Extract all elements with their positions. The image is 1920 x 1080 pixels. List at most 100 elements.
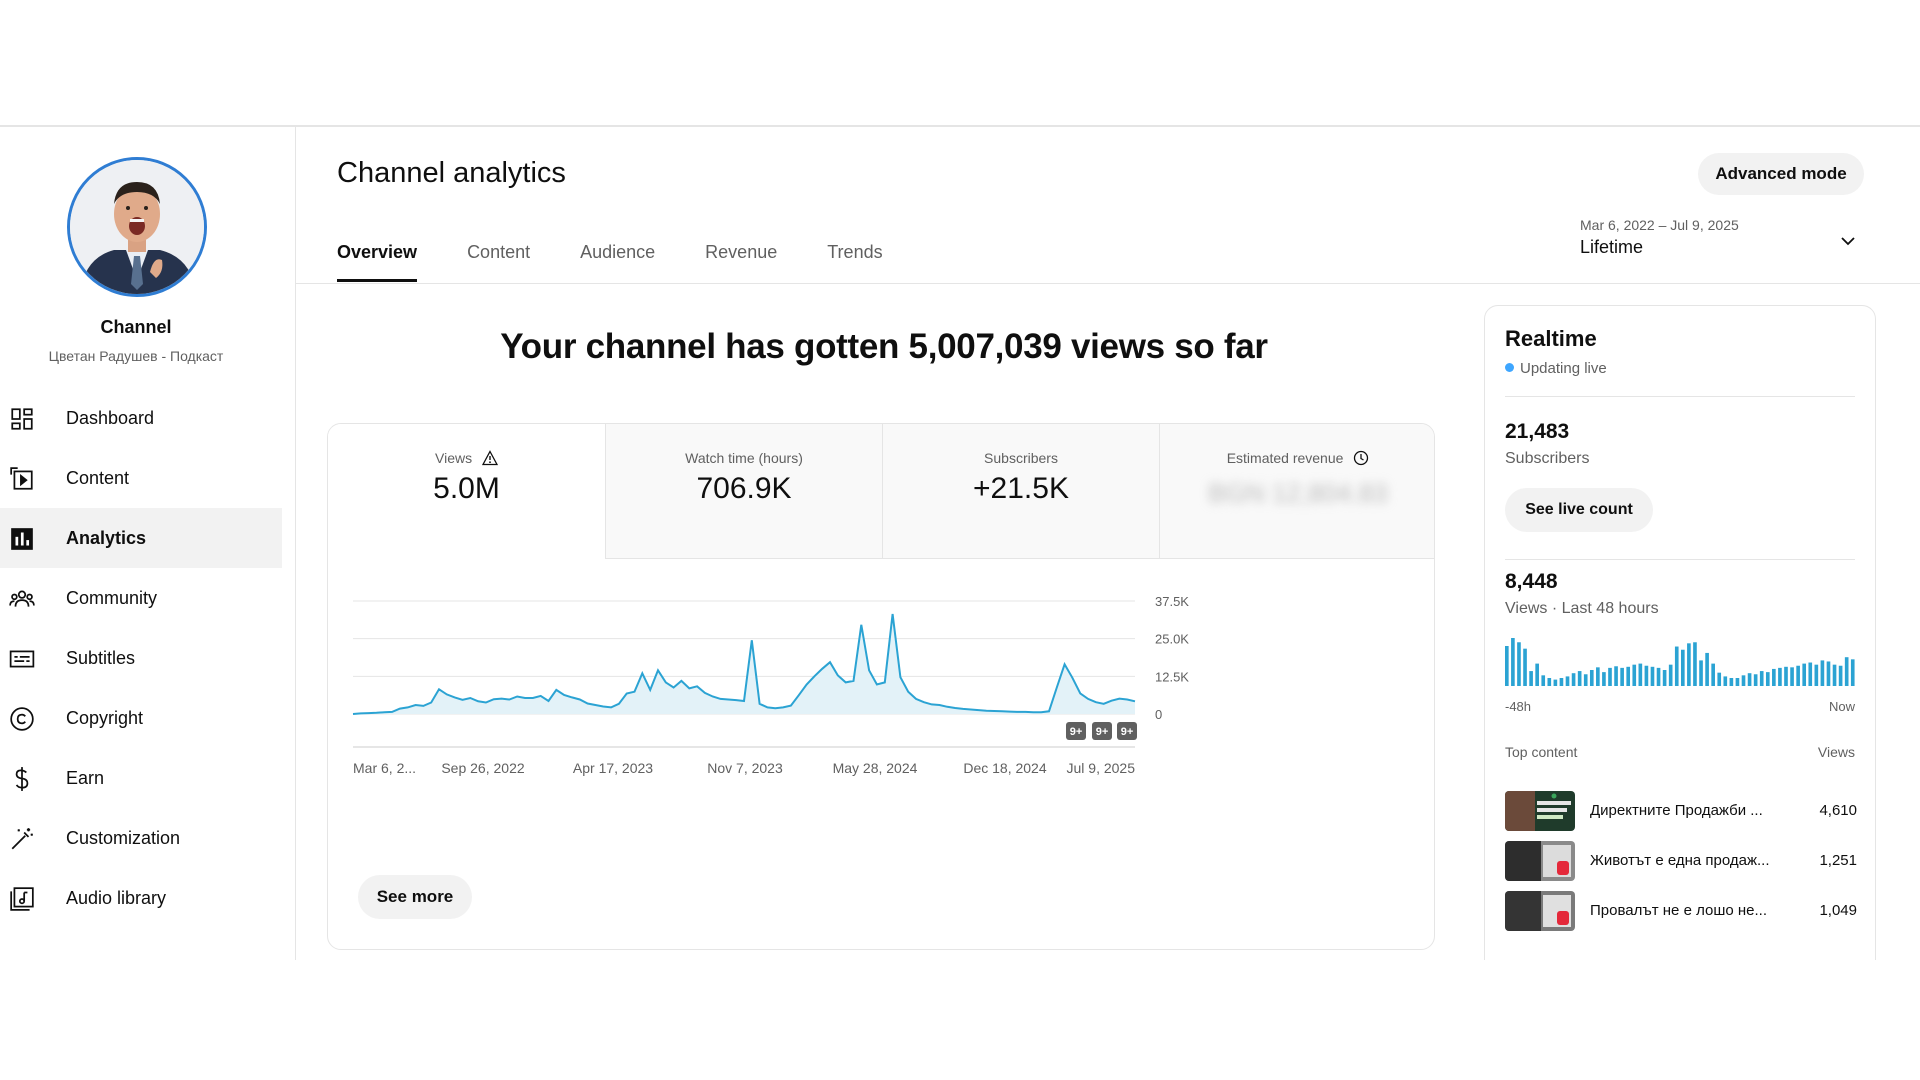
realtime-bar[interactable] bbox=[1541, 675, 1546, 686]
realtime-bar[interactable] bbox=[1650, 666, 1655, 686]
realtime-bar[interactable] bbox=[1632, 664, 1637, 686]
realtime-bar[interactable] bbox=[1626, 666, 1631, 686]
realtime-bar[interactable] bbox=[1826, 661, 1831, 686]
tab-trends[interactable]: Trends bbox=[827, 242, 883, 262]
realtime-bar-chart[interactable] bbox=[1505, 638, 1857, 686]
sidebar-item-audio-library[interactable]: Audio library bbox=[0, 868, 282, 928]
sidebar-item-content[interactable]: Content bbox=[0, 448, 282, 508]
realtime-bar[interactable] bbox=[1711, 663, 1715, 686]
realtime-bar[interactable] bbox=[1844, 657, 1849, 686]
sidebar-item-label: Customization bbox=[66, 827, 181, 848]
realtime-bar[interactable] bbox=[1547, 678, 1552, 686]
svg-text:9+: 9+ bbox=[1070, 726, 1083, 738]
clock-icon[interactable] bbox=[1353, 450, 1369, 466]
top-content-title: Провалът не е лошо не... bbox=[1590, 902, 1768, 919]
realtime-bar[interactable] bbox=[1662, 670, 1667, 686]
realtime-bar[interactable] bbox=[1553, 679, 1558, 686]
date-range-label[interactable]: Lifetime bbox=[1580, 237, 1644, 257]
sidebar-item-earn[interactable]: Earn bbox=[0, 748, 282, 808]
realtime-bar[interactable] bbox=[1589, 670, 1594, 686]
realtime-bar[interactable] bbox=[1644, 665, 1649, 686]
realtime-bar[interactable] bbox=[1517, 642, 1521, 686]
realtime-bar[interactable] bbox=[1784, 666, 1788, 686]
realtime-bar[interactable] bbox=[1674, 646, 1679, 686]
realtime-bar[interactable] bbox=[1705, 652, 1709, 686]
chart-badges[interactable]: 9+ 9+ 9+ bbox=[1066, 722, 1137, 740]
date-range-text[interactable]: Mar 6, 2022 – Jul 9, 2025 bbox=[1580, 217, 1739, 233]
realtime-bar[interactable] bbox=[1535, 663, 1539, 686]
realtime-bar[interactable] bbox=[1808, 662, 1813, 686]
annotation-badge[interactable]: 9+ bbox=[1117, 722, 1137, 740]
realtime-bar[interactable] bbox=[1850, 659, 1855, 686]
realtime-bar[interactable] bbox=[1681, 649, 1685, 686]
realtime-bar[interactable] bbox=[1505, 646, 1509, 686]
realtime-bar[interactable] bbox=[1583, 674, 1588, 686]
sidebar-item-subtitles[interactable]: Subtitles bbox=[0, 628, 282, 688]
realtime-bar[interactable] bbox=[1638, 663, 1643, 686]
sidebar-item-customization[interactable]: Customization bbox=[0, 808, 282, 868]
realtime-bar[interactable] bbox=[1687, 643, 1691, 686]
realtime-bar[interactable] bbox=[1765, 672, 1770, 686]
realtime-bar[interactable] bbox=[1620, 667, 1624, 686]
realtime-bar[interactable] bbox=[1778, 667, 1782, 686]
realtime-bar[interactable] bbox=[1608, 667, 1612, 686]
annotation-badge[interactable]: 9+ bbox=[1066, 722, 1086, 740]
metric-views[interactable]: Views 5.0M bbox=[328, 424, 605, 559]
sidebar-item-analytics[interactable]: Analytics bbox=[0, 508, 282, 568]
sidebar-item-community[interactable]: Community bbox=[0, 568, 282, 628]
realtime-bar[interactable] bbox=[1802, 663, 1807, 686]
realtime-bar[interactable] bbox=[1772, 668, 1776, 686]
chevron-down-icon[interactable] bbox=[1838, 231, 1858, 251]
realtime-bar[interactable] bbox=[1529, 671, 1533, 686]
short-thumbnail bbox=[1505, 891, 1575, 931]
realtime-bar[interactable] bbox=[1699, 660, 1703, 686]
see-more-button[interactable]: See more bbox=[358, 875, 472, 919]
tab-revenue[interactable]: Revenue bbox=[705, 242, 778, 262]
warning-icon[interactable] bbox=[481, 450, 498, 466]
tab-overview[interactable]: Overview bbox=[337, 242, 418, 282]
metric-estimated-revenue[interactable]: Estimated revenue BGN 12,804.83 bbox=[1159, 424, 1434, 559]
see-live-count-button[interactable]: See live count bbox=[1505, 488, 1653, 532]
sidebar-item-dashboard[interactable]: Dashboard bbox=[0, 388, 282, 448]
realtime-bar[interactable] bbox=[1820, 660, 1825, 686]
realtime-bar[interactable] bbox=[1832, 664, 1837, 686]
chart-series-line bbox=[352, 613, 1136, 715]
realtime-bar[interactable] bbox=[1814, 664, 1819, 686]
realtime-bar[interactable] bbox=[1565, 676, 1570, 686]
realtime-bar[interactable] bbox=[1559, 678, 1564, 686]
channel-avatar[interactable] bbox=[67, 157, 207, 297]
realtime-bar[interactable] bbox=[1796, 665, 1800, 686]
realtime-bar[interactable] bbox=[1571, 673, 1576, 686]
tab-audience[interactable]: Audience bbox=[580, 242, 656, 262]
realtime-bar[interactable] bbox=[1747, 673, 1752, 686]
realtime-bar[interactable] bbox=[1838, 665, 1843, 686]
views-line-chart[interactable]: 37.5K 25.0K 12.5K 0 Mar 6, 2... Sep 26, 2022… bbox=[328, 559, 1435, 859]
advanced-mode-button[interactable]: Advanced mode bbox=[1698, 153, 1864, 195]
annotation-badge[interactable]: 9+ bbox=[1092, 722, 1112, 740]
metric-subscribers[interactable]: Subscribers +21.5K bbox=[882, 424, 1159, 559]
realtime-bar[interactable] bbox=[1759, 671, 1764, 686]
metric-tabs: Views 5.0M Watch time (hours) 706.9K Sub… bbox=[328, 424, 1434, 559]
metric-watch-time[interactable]: Watch time (hours) 706.9K bbox=[605, 424, 882, 559]
realtime-bar[interactable] bbox=[1656, 667, 1661, 686]
realtime-bar[interactable] bbox=[1753, 674, 1758, 686]
realtime-bar[interactable] bbox=[1511, 638, 1515, 686]
realtime-bar[interactable] bbox=[1717, 672, 1722, 686]
sidebar-item-copyright[interactable]: Copyright bbox=[0, 688, 282, 748]
top-content-item[interactable]: Директните Продажби ... 4,610 bbox=[1505, 791, 1857, 833]
realtime-bar[interactable] bbox=[1790, 667, 1794, 686]
realtime-bar[interactable] bbox=[1614, 666, 1618, 686]
realtime-bar[interactable] bbox=[1523, 648, 1527, 686]
realtime-bar[interactable] bbox=[1729, 678, 1734, 686]
realtime-bar[interactable] bbox=[1693, 642, 1697, 686]
top-content-item[interactable]: Животът е една продаж... 1,251 bbox=[1505, 841, 1857, 883]
realtime-bar[interactable] bbox=[1735, 678, 1740, 686]
realtime-bar[interactable] bbox=[1602, 672, 1606, 686]
realtime-bar[interactable] bbox=[1741, 675, 1746, 686]
tab-content[interactable]: Content bbox=[467, 242, 531, 262]
realtime-bar[interactable] bbox=[1668, 664, 1673, 686]
realtime-bar[interactable] bbox=[1596, 667, 1600, 686]
realtime-bar[interactable] bbox=[1577, 671, 1582, 686]
top-content-item[interactable]: Провалът не е лошо не... 1,049 bbox=[1505, 891, 1857, 933]
realtime-bar[interactable] bbox=[1723, 676, 1728, 686]
